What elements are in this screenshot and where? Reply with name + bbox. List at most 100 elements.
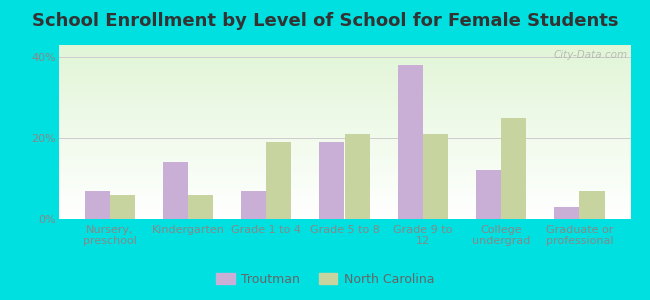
Bar	[58, 148, 630, 149]
Bar	[58, 195, 630, 197]
Bar	[58, 205, 630, 207]
Bar	[58, 75, 630, 76]
Bar	[266, 142, 291, 219]
Bar	[58, 94, 630, 95]
Bar	[58, 184, 630, 186]
Bar	[58, 104, 630, 106]
Bar	[58, 198, 630, 200]
Bar	[58, 66, 630, 68]
Bar	[58, 154, 630, 156]
Bar	[58, 151, 630, 153]
Bar	[58, 95, 630, 97]
Bar	[58, 186, 630, 188]
Bar	[58, 181, 630, 182]
Bar	[58, 193, 630, 195]
Bar	[58, 102, 630, 104]
Bar	[58, 116, 630, 118]
Bar	[58, 69, 630, 71]
Bar	[58, 130, 630, 132]
Bar	[58, 208, 630, 210]
Bar	[58, 68, 630, 69]
Bar	[58, 108, 630, 109]
Bar	[84, 191, 110, 219]
Bar	[58, 149, 630, 151]
Bar	[58, 136, 630, 137]
Bar	[162, 162, 188, 219]
Bar	[58, 165, 630, 167]
Bar	[58, 188, 630, 189]
Bar	[58, 64, 630, 66]
Bar	[58, 99, 630, 101]
Bar	[58, 189, 630, 191]
Bar	[554, 207, 579, 219]
Bar	[58, 179, 630, 181]
Bar	[319, 142, 344, 219]
Bar	[58, 137, 630, 139]
Bar	[58, 170, 630, 172]
Bar	[58, 182, 630, 184]
Bar	[58, 87, 630, 88]
Bar	[579, 191, 604, 219]
Bar	[188, 195, 213, 219]
Bar	[398, 65, 423, 219]
Bar	[58, 217, 630, 219]
Bar	[58, 200, 630, 202]
Bar	[501, 118, 526, 219]
Bar	[58, 210, 630, 212]
Bar	[58, 85, 630, 87]
Bar	[58, 215, 630, 217]
Bar	[58, 73, 630, 75]
Bar	[58, 134, 630, 136]
Bar	[58, 80, 630, 82]
Bar	[58, 127, 630, 128]
Bar	[58, 76, 630, 78]
Bar	[58, 113, 630, 115]
Bar	[58, 62, 630, 64]
Bar	[58, 212, 630, 214]
Bar	[58, 52, 630, 54]
Bar	[58, 57, 630, 59]
Bar	[58, 118, 630, 120]
Bar	[58, 158, 630, 160]
Bar	[422, 134, 448, 219]
Bar	[58, 167, 630, 169]
Bar	[58, 142, 630, 144]
Bar	[58, 207, 630, 208]
Bar	[58, 110, 630, 111]
Bar	[58, 82, 630, 83]
Bar	[58, 54, 630, 56]
Bar	[58, 83, 630, 85]
Bar	[58, 163, 630, 165]
Bar	[58, 88, 630, 90]
Bar	[58, 141, 630, 142]
Text: City-Data.com: City-Data.com	[554, 50, 628, 60]
Bar	[58, 174, 630, 176]
Bar	[58, 162, 630, 163]
Bar	[58, 191, 630, 193]
Bar	[58, 101, 630, 102]
Bar	[58, 196, 630, 198]
Text: School Enrollment by Level of School for Female Students: School Enrollment by Level of School for…	[32, 12, 618, 30]
Bar	[58, 122, 630, 123]
Bar	[58, 214, 630, 215]
Bar	[58, 111, 630, 113]
Bar	[344, 134, 370, 219]
Bar	[241, 191, 266, 219]
Legend: Troutman, North Carolina: Troutman, North Carolina	[211, 268, 439, 291]
Bar	[58, 120, 630, 122]
Bar	[58, 202, 630, 203]
Bar	[58, 50, 630, 52]
Bar	[58, 125, 630, 127]
Bar	[58, 61, 630, 62]
Bar	[58, 172, 630, 174]
Bar	[58, 90, 630, 92]
Bar	[58, 56, 630, 57]
Bar	[58, 169, 630, 170]
Bar	[58, 128, 630, 130]
Bar	[58, 106, 630, 108]
Bar	[58, 146, 630, 148]
Bar	[58, 49, 630, 50]
Bar	[58, 176, 630, 177]
Bar	[476, 170, 501, 219]
Bar	[58, 59, 630, 61]
